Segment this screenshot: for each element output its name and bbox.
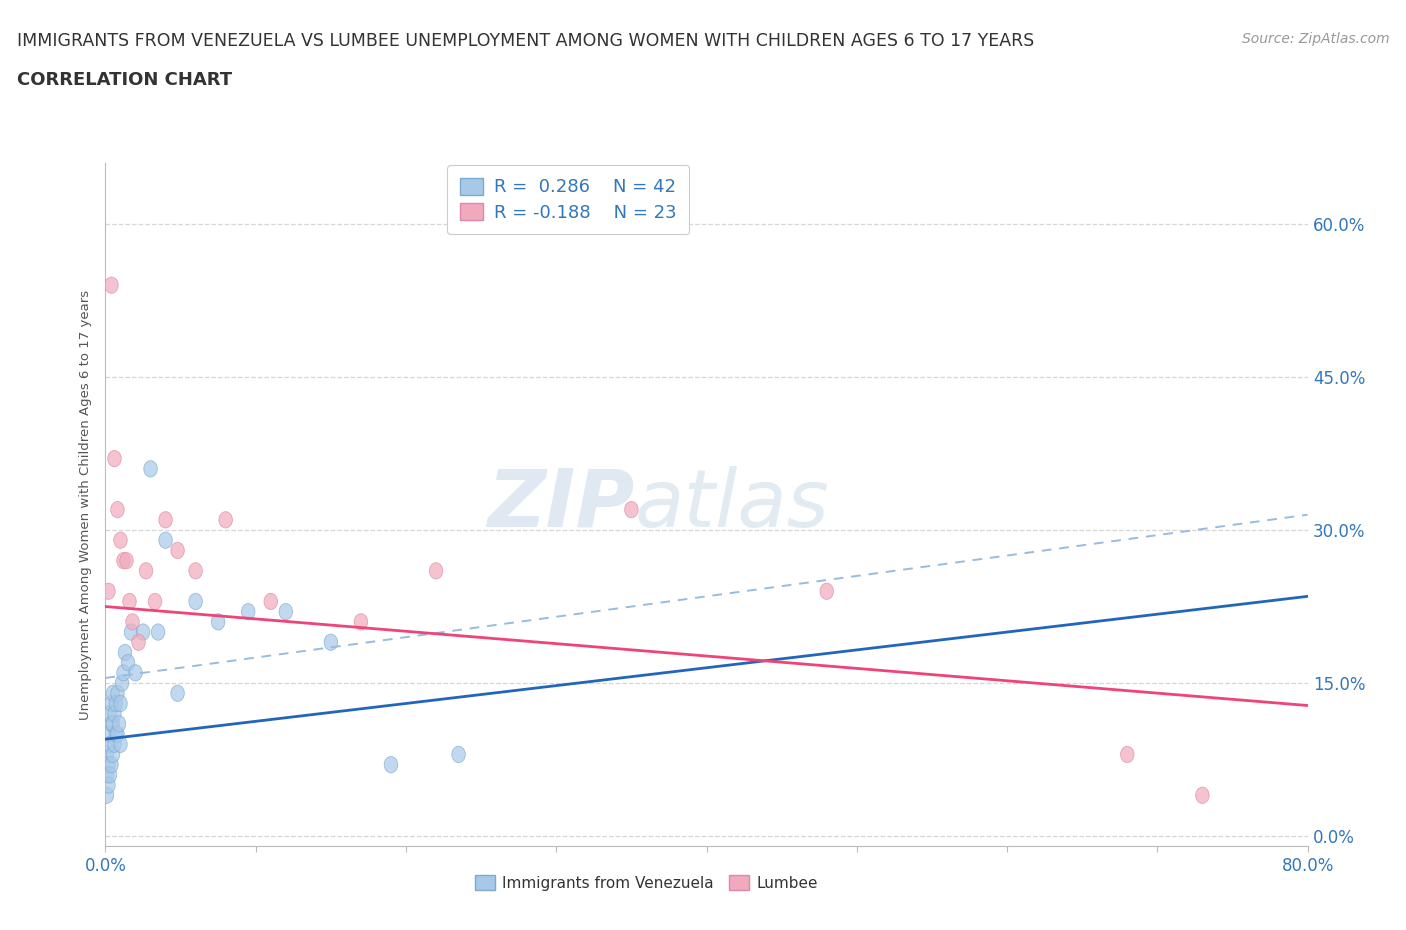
Ellipse shape (114, 696, 127, 711)
Ellipse shape (114, 737, 127, 752)
Ellipse shape (152, 624, 165, 640)
Ellipse shape (104, 277, 118, 293)
Ellipse shape (820, 583, 834, 600)
Ellipse shape (242, 604, 254, 619)
Ellipse shape (120, 552, 134, 569)
Ellipse shape (139, 563, 153, 579)
Text: CORRELATION CHART: CORRELATION CHART (17, 71, 232, 88)
Text: atlas: atlas (634, 466, 830, 543)
Ellipse shape (107, 746, 120, 763)
Ellipse shape (103, 706, 117, 722)
Ellipse shape (122, 593, 136, 609)
Ellipse shape (170, 542, 184, 559)
Ellipse shape (100, 766, 114, 783)
Ellipse shape (101, 756, 115, 773)
Ellipse shape (170, 685, 184, 701)
Ellipse shape (148, 593, 162, 609)
Ellipse shape (101, 726, 115, 742)
Ellipse shape (384, 756, 398, 773)
Ellipse shape (132, 634, 145, 650)
Ellipse shape (117, 665, 131, 681)
Ellipse shape (219, 512, 232, 528)
Ellipse shape (159, 532, 173, 549)
Ellipse shape (100, 746, 114, 763)
Ellipse shape (211, 614, 225, 630)
Ellipse shape (104, 716, 118, 732)
Ellipse shape (101, 777, 115, 793)
Ellipse shape (1121, 746, 1135, 763)
Ellipse shape (278, 604, 292, 619)
Ellipse shape (115, 675, 129, 691)
Ellipse shape (107, 716, 120, 732)
Ellipse shape (114, 532, 127, 549)
Ellipse shape (117, 552, 131, 569)
Ellipse shape (354, 614, 367, 630)
Ellipse shape (188, 563, 202, 579)
Ellipse shape (110, 696, 122, 711)
Ellipse shape (107, 685, 120, 701)
Ellipse shape (103, 737, 117, 752)
Ellipse shape (325, 634, 337, 650)
Ellipse shape (451, 746, 465, 763)
Ellipse shape (108, 706, 121, 722)
Legend: Immigrants from Venezuela, Lumbee: Immigrants from Venezuela, Lumbee (468, 869, 824, 897)
Ellipse shape (110, 726, 122, 742)
Ellipse shape (111, 501, 124, 518)
Ellipse shape (188, 593, 202, 609)
Ellipse shape (103, 766, 117, 783)
Ellipse shape (100, 787, 114, 804)
Ellipse shape (136, 624, 150, 640)
Ellipse shape (129, 665, 142, 681)
Ellipse shape (104, 756, 118, 773)
Ellipse shape (111, 685, 124, 701)
Ellipse shape (104, 696, 118, 711)
Ellipse shape (264, 593, 277, 609)
Ellipse shape (1195, 787, 1209, 804)
Ellipse shape (101, 583, 115, 600)
Ellipse shape (112, 716, 125, 732)
Ellipse shape (429, 563, 443, 579)
Ellipse shape (624, 501, 638, 518)
Ellipse shape (125, 614, 139, 630)
Ellipse shape (111, 726, 124, 742)
Ellipse shape (143, 460, 157, 477)
Ellipse shape (118, 644, 132, 660)
Y-axis label: Unemployment Among Women with Children Ages 6 to 17 years: Unemployment Among Women with Children A… (79, 289, 93, 720)
Ellipse shape (121, 655, 135, 671)
Ellipse shape (108, 737, 121, 752)
Text: ZIP: ZIP (486, 466, 634, 543)
Ellipse shape (159, 512, 173, 528)
Ellipse shape (124, 624, 138, 640)
Text: Source: ZipAtlas.com: Source: ZipAtlas.com (1241, 32, 1389, 46)
Text: IMMIGRANTS FROM VENEZUELA VS LUMBEE UNEMPLOYMENT AMONG WOMEN WITH CHILDREN AGES : IMMIGRANTS FROM VENEZUELA VS LUMBEE UNEM… (17, 32, 1035, 49)
Ellipse shape (108, 450, 121, 467)
